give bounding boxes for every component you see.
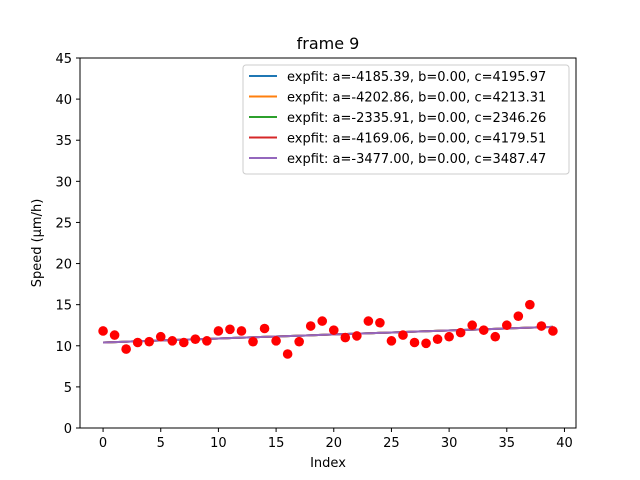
data-point: [213, 326, 224, 336]
legend-label-3: expfit: a=-2335.91, b=0.00, c=2346.26: [287, 111, 546, 126]
x-tick-label: 30: [441, 436, 458, 451]
data-point: [490, 331, 501, 342]
data-point: [467, 320, 477, 331]
data-point: [548, 326, 558, 336]
data-point: [155, 331, 166, 342]
data-point: [421, 338, 431, 349]
x-tick-label: 40: [556, 436, 573, 451]
data-point: [190, 334, 201, 345]
data-point: [144, 336, 155, 347]
axes-frame: [79, 57, 577, 429]
data-point: [398, 330, 408, 340]
data-point: [513, 311, 524, 321]
y-tick-label: 40: [55, 93, 72, 108]
axis-ticks: 0 5 10 15 20 25 30 35 40 0 5 10 15 20 25 30 35 40 45: [55, 52, 572, 451]
data-point: [132, 337, 143, 348]
legend-label-4: expfit: a=-4169.06, b=0.00, c=4179.51: [287, 132, 546, 147]
data-point: [375, 317, 385, 328]
y-tick-label: 25: [55, 216, 72, 231]
data-point: [294, 336, 304, 347]
data-point: [340, 332, 351, 343]
data-point: [363, 316, 374, 326]
y-tick-label: 15: [55, 299, 72, 314]
y-tick-label: 35: [55, 134, 72, 149]
data-point: [248, 336, 258, 347]
fit-line-5: [103, 325, 553, 344]
data-point: [167, 336, 178, 346]
legend-label-2: expfit: a=-4202.86, b=0.00, c=4213.31: [287, 91, 546, 106]
data-point: [259, 323, 270, 334]
data-point: [271, 336, 281, 346]
data-point: [478, 325, 489, 335]
data-point: [202, 336, 212, 346]
data-point: [455, 327, 466, 338]
x-tick-label: 15: [268, 436, 285, 451]
legend-box: [242, 64, 570, 175]
data-point: [352, 331, 362, 341]
x-tick-label: 35: [499, 436, 516, 451]
legend-label-1: expfit: a=-4185.39, b=0.00, c=4195.97: [287, 70, 546, 85]
data-point: [225, 324, 235, 335]
data-point: [305, 321, 316, 331]
y-tick-label: 45: [55, 52, 72, 67]
y-tick-label: 10: [55, 340, 72, 355]
data-point: [109, 330, 120, 340]
data-point: [121, 344, 131, 354]
data-point: [179, 337, 189, 348]
x-tick-label: 0: [99, 436, 107, 451]
data-point: [444, 331, 454, 342]
y-tick-label: 20: [55, 258, 72, 273]
data-point: [317, 316, 328, 326]
y-axis-label: Speed (μm/h): [30, 199, 45, 288]
data-point: [236, 326, 247, 336]
chart-title: frame 9: [297, 34, 360, 53]
data-point: [432, 334, 443, 345]
x-tick-label: 20: [325, 436, 342, 451]
y-tick-label: 0: [64, 422, 72, 437]
data-point: [386, 336, 397, 346]
data-point: [98, 326, 108, 336]
data-point: [501, 320, 512, 331]
data-point: [525, 299, 535, 310]
y-tick-label: 5: [64, 381, 72, 396]
data-point: [282, 349, 293, 359]
data-point: [328, 325, 339, 335]
x-axis-label: Index: [310, 456, 346, 471]
legend-label-5: expfit: a=-3477.00, b=0.00, c=3487.47: [287, 152, 546, 167]
y-tick-label: 30: [55, 175, 72, 190]
data-point: [409, 337, 420, 348]
plot-area: [98, 299, 558, 359]
data-point: [536, 321, 547, 331]
x-tick-label: 5: [157, 436, 165, 451]
legend: expfit: a=-4185.39, b=0.00, c=4195.97 exp…: [242, 64, 570, 175]
x-tick-label: 25: [383, 436, 400, 451]
x-tick-label: 10: [210, 436, 227, 451]
